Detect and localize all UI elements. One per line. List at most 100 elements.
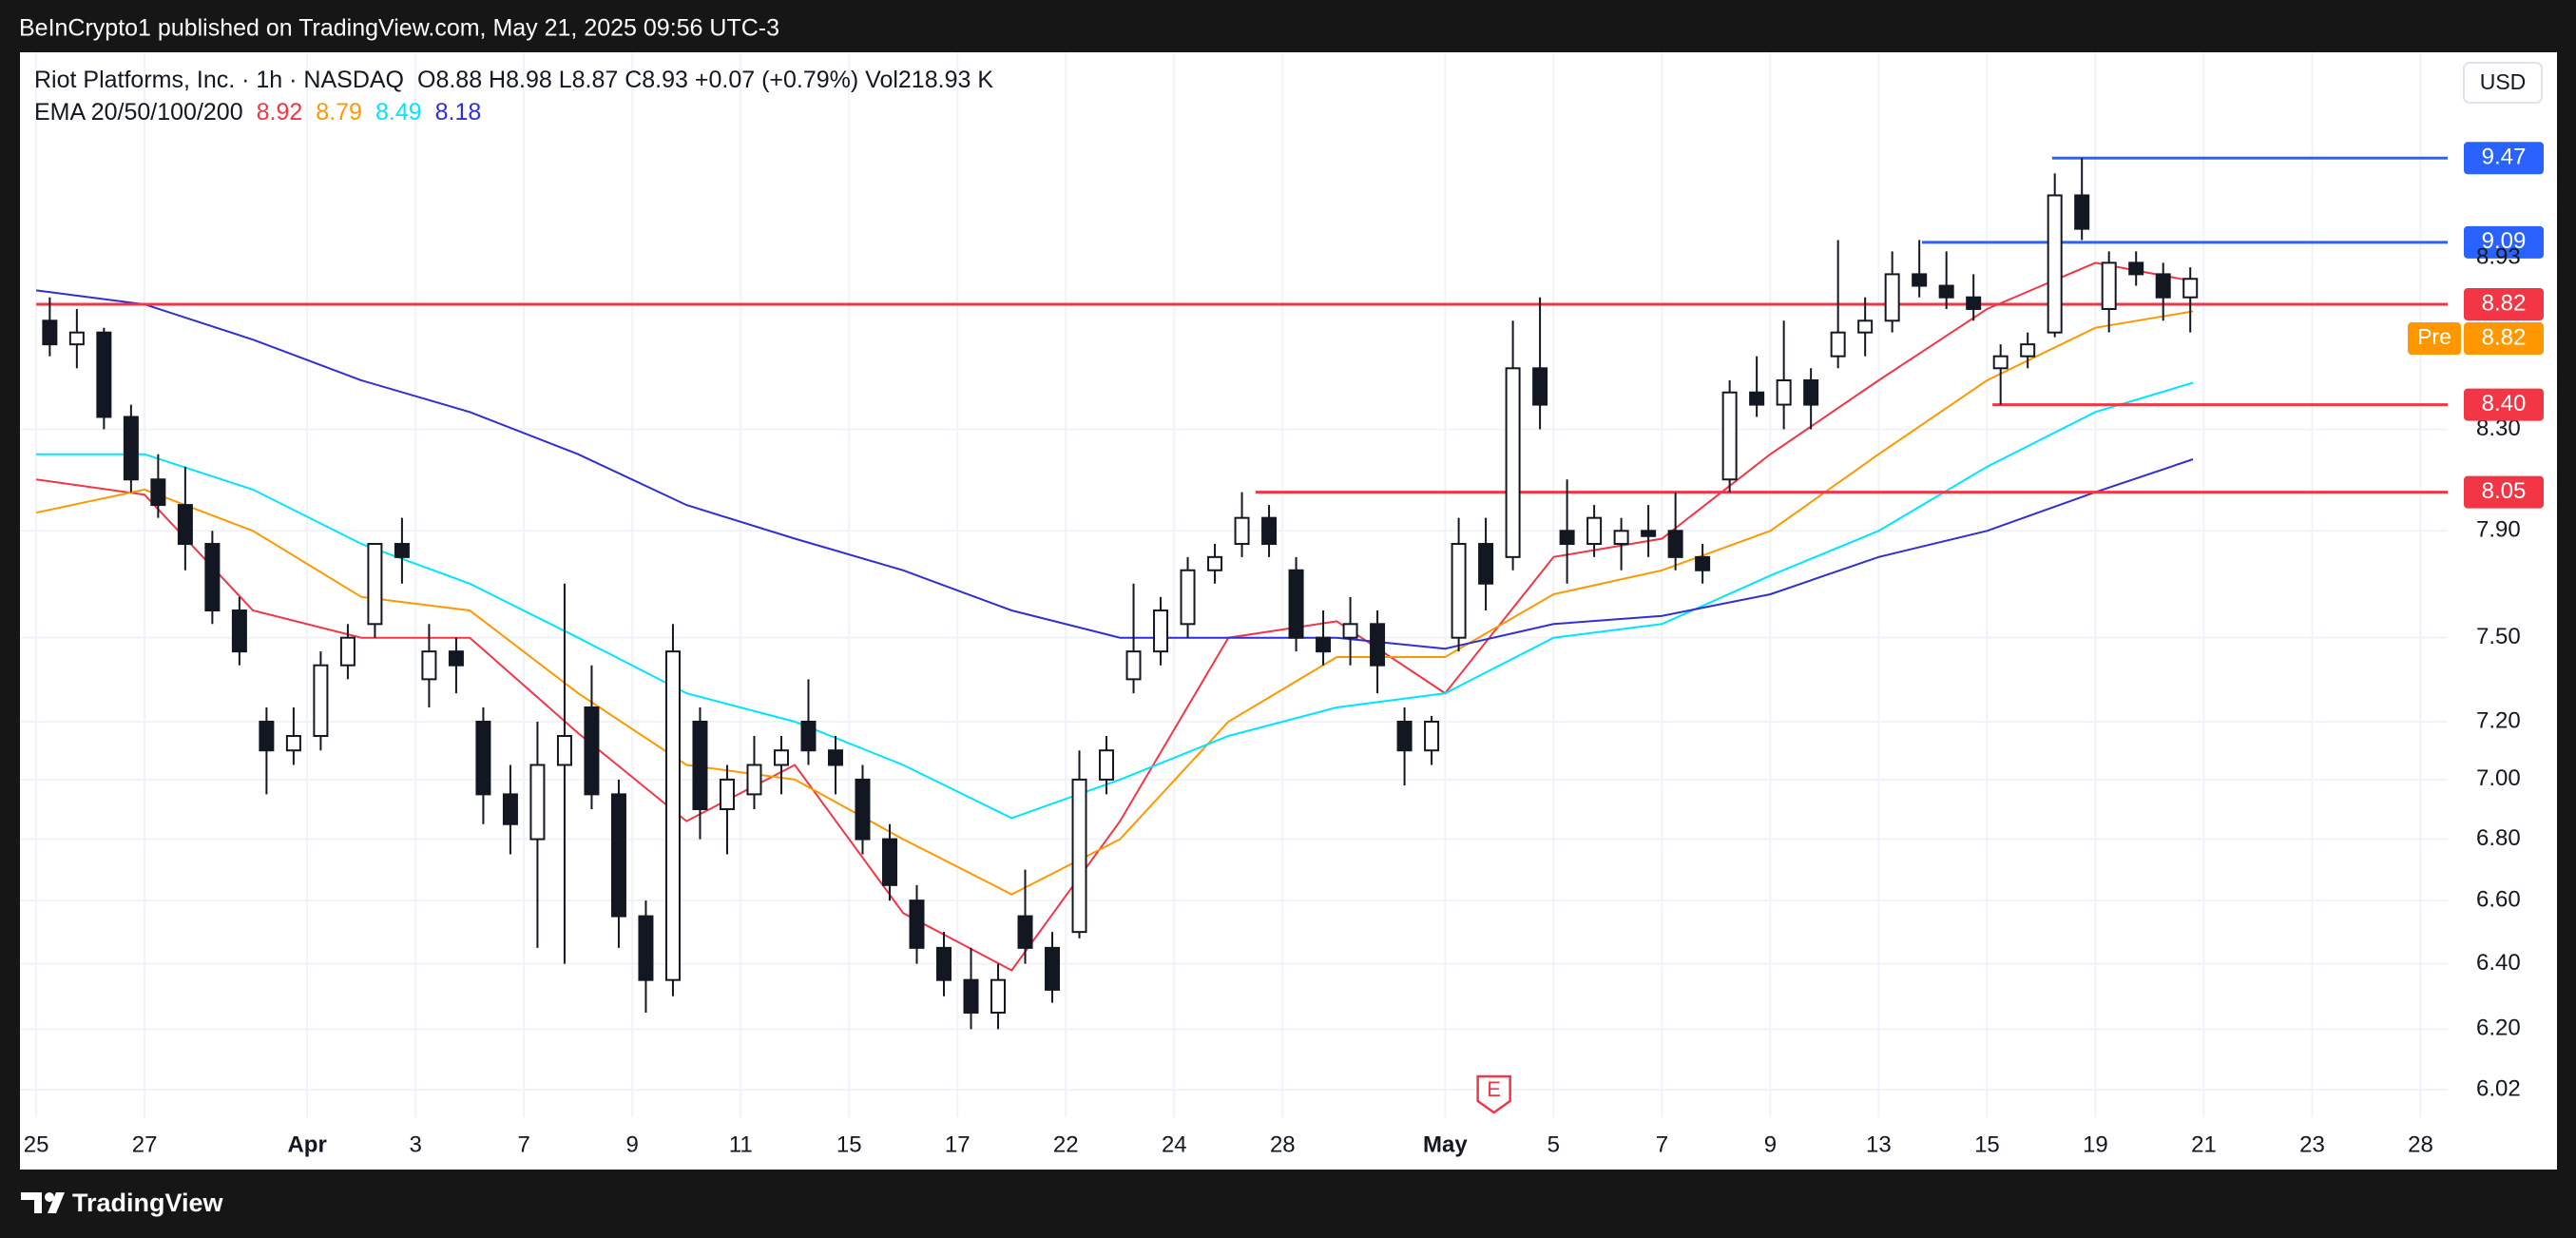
candle-body [827,749,843,766]
currency-button[interactable] [2463,62,2543,104]
event-marker[interactable]: E [1476,1074,1511,1114]
candle-body [1749,391,1765,406]
price-label: 9.09 [2482,228,2527,254]
pre-value-box [2464,322,2544,356]
legend-line: Riot Platforms, Inc. · 1h · NASDAQ O8.88 … [34,67,993,93]
candle-body [1125,650,1142,681]
candle-body [2155,273,2171,299]
publisher-line: BeInCrypto1 published on TradingView.com… [19,15,779,42]
candle-body [1342,623,1358,639]
candle-body [2020,343,2036,358]
x-tick-label: 25 [24,1132,49,1157]
candle-body [1424,720,1440,752]
candle-body [936,946,952,981]
event-badge [1476,1074,1511,1114]
candle-body [2047,194,2063,334]
candle-body [2074,194,2090,230]
candle-body [2101,261,2117,310]
legend-ohlc: O8.88 H8.98 L8.87 C8.93 +0.07 (+0.79%) V… [417,67,993,93]
candle-body [1857,319,1874,334]
candle-body [177,504,193,546]
y-tick-label: 7.00 [2476,765,2521,791]
candle-body [1370,623,1386,667]
price-label-box [2464,142,2544,175]
candle-body [529,764,546,841]
candle-body [313,664,329,738]
candle-body [1451,543,1467,639]
candle-body [123,416,139,481]
candle-body [42,319,58,346]
candle-body [1505,367,1521,558]
currency: USD [2480,69,2527,94]
x-tick-label: 23 [2299,1132,2325,1157]
candle-body [556,735,572,766]
y-tick-label: 7.20 [2476,707,2521,733]
candle-body [719,778,735,811]
candle-body [584,706,600,796]
ema-line [35,289,2194,650]
y-tick-label: 7.90 [2476,517,2521,543]
x-tick-label: 15 [836,1132,862,1157]
x-tick-label: 5 [1548,1132,1560,1157]
candle-body [1478,543,1494,585]
candle-body [1045,946,1061,991]
candle-body [1641,530,1657,537]
candle-body [259,720,275,752]
pre-label-box [2408,322,2461,356]
candle-body [1017,915,1033,949]
candle-body [204,543,221,612]
x-tick-label: 11 [729,1132,753,1157]
candle-body [800,720,817,752]
candle-body [448,650,464,667]
price-label-box [2464,225,2544,259]
candle-body [692,720,708,811]
candle-body [1695,555,1711,571]
candle-body [1966,296,1982,310]
price-label-box [2464,388,2544,421]
x-tick-label: 7 [518,1132,530,1157]
candle-body [96,331,112,418]
candle-body [1884,273,1900,322]
candle-body [855,778,871,841]
x-tick-label: 9 [1764,1132,1777,1157]
x-tick-label: May [1423,1132,1468,1157]
candle-body [1288,569,1304,639]
candle-body [1912,273,1928,287]
x-tick-label: 22 [1053,1132,1079,1157]
price-label: 8.05 [2482,478,2527,504]
ema-line [35,261,2194,972]
x-tick-label: 28 [1270,1132,1296,1157]
candle-body [339,636,356,667]
y-tick-label: 6.20 [2476,1016,2521,1041]
price-label: 9.47 [2482,145,2527,170]
candle-body [963,978,979,1014]
candle-body [1721,391,1738,481]
candle-body [2128,261,2144,276]
x-tick-label: 21 [2191,1132,2217,1157]
event-label: E [1487,1077,1501,1101]
candle-body [773,749,789,766]
candle-body [68,331,85,346]
y-tick-label: 7.50 [2476,624,2521,649]
price-label-box [2464,288,2544,321]
price-label: 8.40 [2482,391,2527,416]
candle-body [502,793,518,825]
candle-body [638,915,654,981]
legend-title: Riot Platforms, Inc. · 1h · NASDAQ [34,67,404,93]
candle-body [1071,778,1087,934]
x-tick-label: 27 [132,1132,158,1157]
candle-body [421,650,437,681]
pre-label: Pre [2417,324,2451,349]
candle-body [1586,516,1603,546]
price-label: 8.82 [2482,290,2527,316]
pre-value: 8.82 [2482,324,2527,350]
legend-line: EMA 20/50/100/200 8.92 8.79 8.49 8.18 [34,99,481,126]
candle-body [1532,367,1548,406]
candle-body [1207,555,1223,571]
y-tick-label: 6.40 [2476,950,2521,976]
candle-body [1261,516,1278,546]
x-tick-label: 28 [2408,1132,2433,1157]
x-tick-label: Apr [287,1132,326,1157]
candle-body [1830,331,1846,358]
